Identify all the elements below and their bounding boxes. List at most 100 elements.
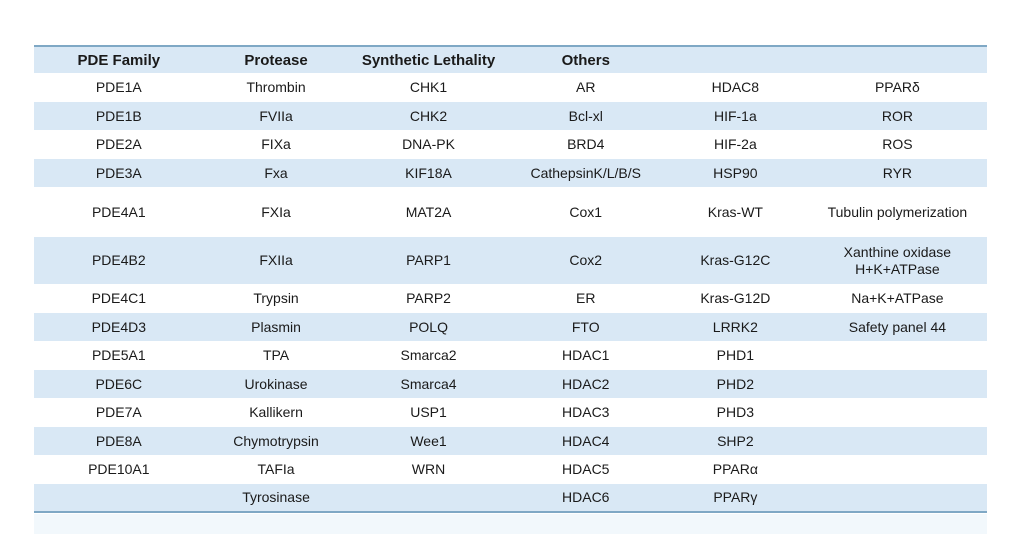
- table-cell: Na+K+ATPase: [851, 290, 944, 307]
- table-cell: PDE4C1: [91, 290, 147, 307]
- table-row: PDE1A Thrombin CHK1 AR HDAC8 PPARδ: [34, 73, 987, 102]
- table-cell: Wee1: [410, 432, 447, 449]
- table-cell: FIXa: [261, 136, 291, 153]
- table-row: PDE3A Fxa KIF18A CathepsinK/L/B/S HSP90 RYR: [34, 158, 987, 187]
- table-cell: KIF18A: [405, 164, 452, 181]
- table-cell: HIF-2a: [713, 136, 757, 153]
- table-cell: PPARγ: [713, 489, 758, 506]
- table-cell: PPARα: [712, 461, 758, 478]
- table-row: PDE4B2 FXIIa PARP1 Cox2 Kras-G12C Xanthine ox…: [34, 237, 987, 284]
- table-cell: Fxa: [264, 164, 288, 181]
- table-cell: TAFIa: [257, 461, 295, 478]
- table-cell: PDE1B: [95, 107, 142, 124]
- table-cell: PDE3A: [95, 164, 142, 181]
- header-cell-1: PDE Family: [77, 51, 161, 69]
- table-cell: Safety panel 44: [848, 318, 947, 335]
- table-cell: [808, 370, 987, 399]
- table-cell: SHP2: [717, 432, 754, 449]
- table-row: PDE4A1 FXIa MAT2A Cox1 Kras-WT Tubulin polyme…: [34, 187, 987, 237]
- table-row: PDE4C1 Trypsin PARP2 ER Kras-G12D Na+K+ATPase: [34, 284, 987, 313]
- table-cell: DNA-PK: [402, 136, 455, 153]
- header-cell-5: [663, 46, 808, 73]
- table-cell: HDAC5: [562, 461, 610, 478]
- table-cell: HDAC2: [562, 375, 610, 392]
- table-cell: Smarca4: [400, 375, 457, 392]
- table-cell: Bcl-xl: [568, 107, 603, 124]
- table-row: PDE5A1 TPA Smarca2 HDAC1 PHD1: [34, 341, 987, 370]
- table-cell: POLQ: [409, 318, 448, 335]
- table-cell: TPA: [262, 347, 290, 364]
- table-cell: PARP1: [406, 252, 451, 269]
- table-cell: Urokinase: [244, 375, 308, 392]
- table-cell: LRRK2: [712, 318, 758, 335]
- table-cell: Cox2: [569, 252, 603, 269]
- table-cell: PDE8A: [95, 432, 142, 449]
- table-cell: Tubulin polymerization: [827, 203, 968, 220]
- table-cell: PARP2: [406, 290, 451, 307]
- table-row: PDE10A1 TAFIa WRN HDAC5 PPARα: [34, 455, 987, 484]
- table-cell: HIF-1a: [713, 107, 757, 124]
- table-cell: Kras-G12D: [700, 290, 771, 307]
- table-cell: ROR: [881, 107, 913, 124]
- table-row: PDE6C Urokinase Smarca4 HDAC2 PHD2: [34, 369, 987, 399]
- table-cell: PHD1: [716, 347, 755, 364]
- table-cell: MAT2A: [405, 203, 452, 220]
- pde-target-table: PDE Family Protease Synthetic Lethality Oth…: [34, 45, 987, 513]
- header-cell-6: [808, 46, 987, 73]
- table-cell: Kallikern: [249, 404, 303, 421]
- table-bottom-strip: [34, 514, 987, 534]
- table-cell: [348, 484, 508, 513]
- table-cell: HDAC4: [562, 432, 610, 449]
- table-cell: PHD2: [716, 375, 755, 392]
- table-container: PDE Family Protease Synthetic Lethality Oth…: [34, 45, 987, 513]
- table-cell: PDE7A: [95, 404, 142, 421]
- table-cell: RYR: [882, 164, 913, 181]
- table-row: PDE7A Kallikern USP1 HDAC3 PHD3: [34, 398, 987, 427]
- table-cell: Trypsin: [253, 290, 299, 307]
- table-cell: Thrombin: [246, 79, 306, 96]
- table-cell: CHK1: [409, 79, 448, 96]
- table-cell: HDAC8: [711, 79, 760, 96]
- table-cell: PDE10A1: [88, 461, 150, 478]
- header-cell-2: Protease: [244, 51, 308, 69]
- table-cell: [808, 484, 987, 513]
- table-cell: ER: [576, 290, 596, 307]
- header-cell-4: Others: [561, 51, 610, 69]
- table-cell: FVIIa: [259, 107, 293, 124]
- table-cell: ROS: [882, 136, 913, 153]
- table-cell: [808, 455, 987, 484]
- table-cell: HDAC6: [562, 489, 610, 506]
- table-cell: Cox1: [569, 203, 603, 220]
- table-cell: FXIIa: [259, 252, 293, 269]
- header-cell-3: Synthetic Lethality: [361, 51, 496, 69]
- table-cell: Smarca2: [400, 347, 457, 364]
- table-cell: CathepsinK/L/B/S: [530, 164, 641, 181]
- table-row: Tyrosinase HDAC6 PPARγ: [34, 483, 987, 513]
- table-cell: PDE5A1: [91, 347, 146, 364]
- table-cell: PDE4B2: [91, 252, 146, 269]
- table-body: PDE1A Thrombin CHK1 AR HDAC8 PPARδ PDE1B FVIIa C…: [34, 73, 987, 512]
- table-cell: [34, 484, 204, 513]
- table-cell: WRN: [411, 461, 446, 478]
- table-row: PDE8A Chymotrypsin Wee1 HDAC4 SHP2: [34, 426, 987, 456]
- table-cell: Kras-WT: [707, 203, 763, 220]
- table-cell: Xanthine oxidase H+K+ATPase: [843, 244, 952, 277]
- table-cell: FXIa: [261, 203, 291, 220]
- table-cell: PDE4A1: [91, 203, 146, 220]
- table-cell: PDE4D3: [91, 318, 147, 335]
- table-cell: PHD3: [716, 404, 755, 421]
- table-cell: PDE2A: [95, 136, 142, 153]
- table-cell: [808, 341, 987, 370]
- table-cell: AR: [576, 79, 596, 96]
- header-row: PDE Family Protease Synthetic Lethality Oth…: [34, 46, 987, 73]
- table-cell: PPARδ: [874, 79, 920, 96]
- table-cell: PDE1A: [95, 79, 142, 96]
- table-cell: [808, 427, 987, 456]
- table-cell: Tyrosinase: [242, 489, 310, 506]
- table-cell: HDAC3: [562, 404, 610, 421]
- table-row: PDE1B FVIIa CHK2 Bcl-xl HIF-1a ROR: [34, 101, 987, 130]
- table-header: PDE Family Protease Synthetic Lethality Oth…: [34, 46, 987, 73]
- table-row: PDE2A FIXa DNA-PK BRD4 HIF-2a ROS: [34, 130, 987, 159]
- table-cell: USP1: [410, 404, 447, 421]
